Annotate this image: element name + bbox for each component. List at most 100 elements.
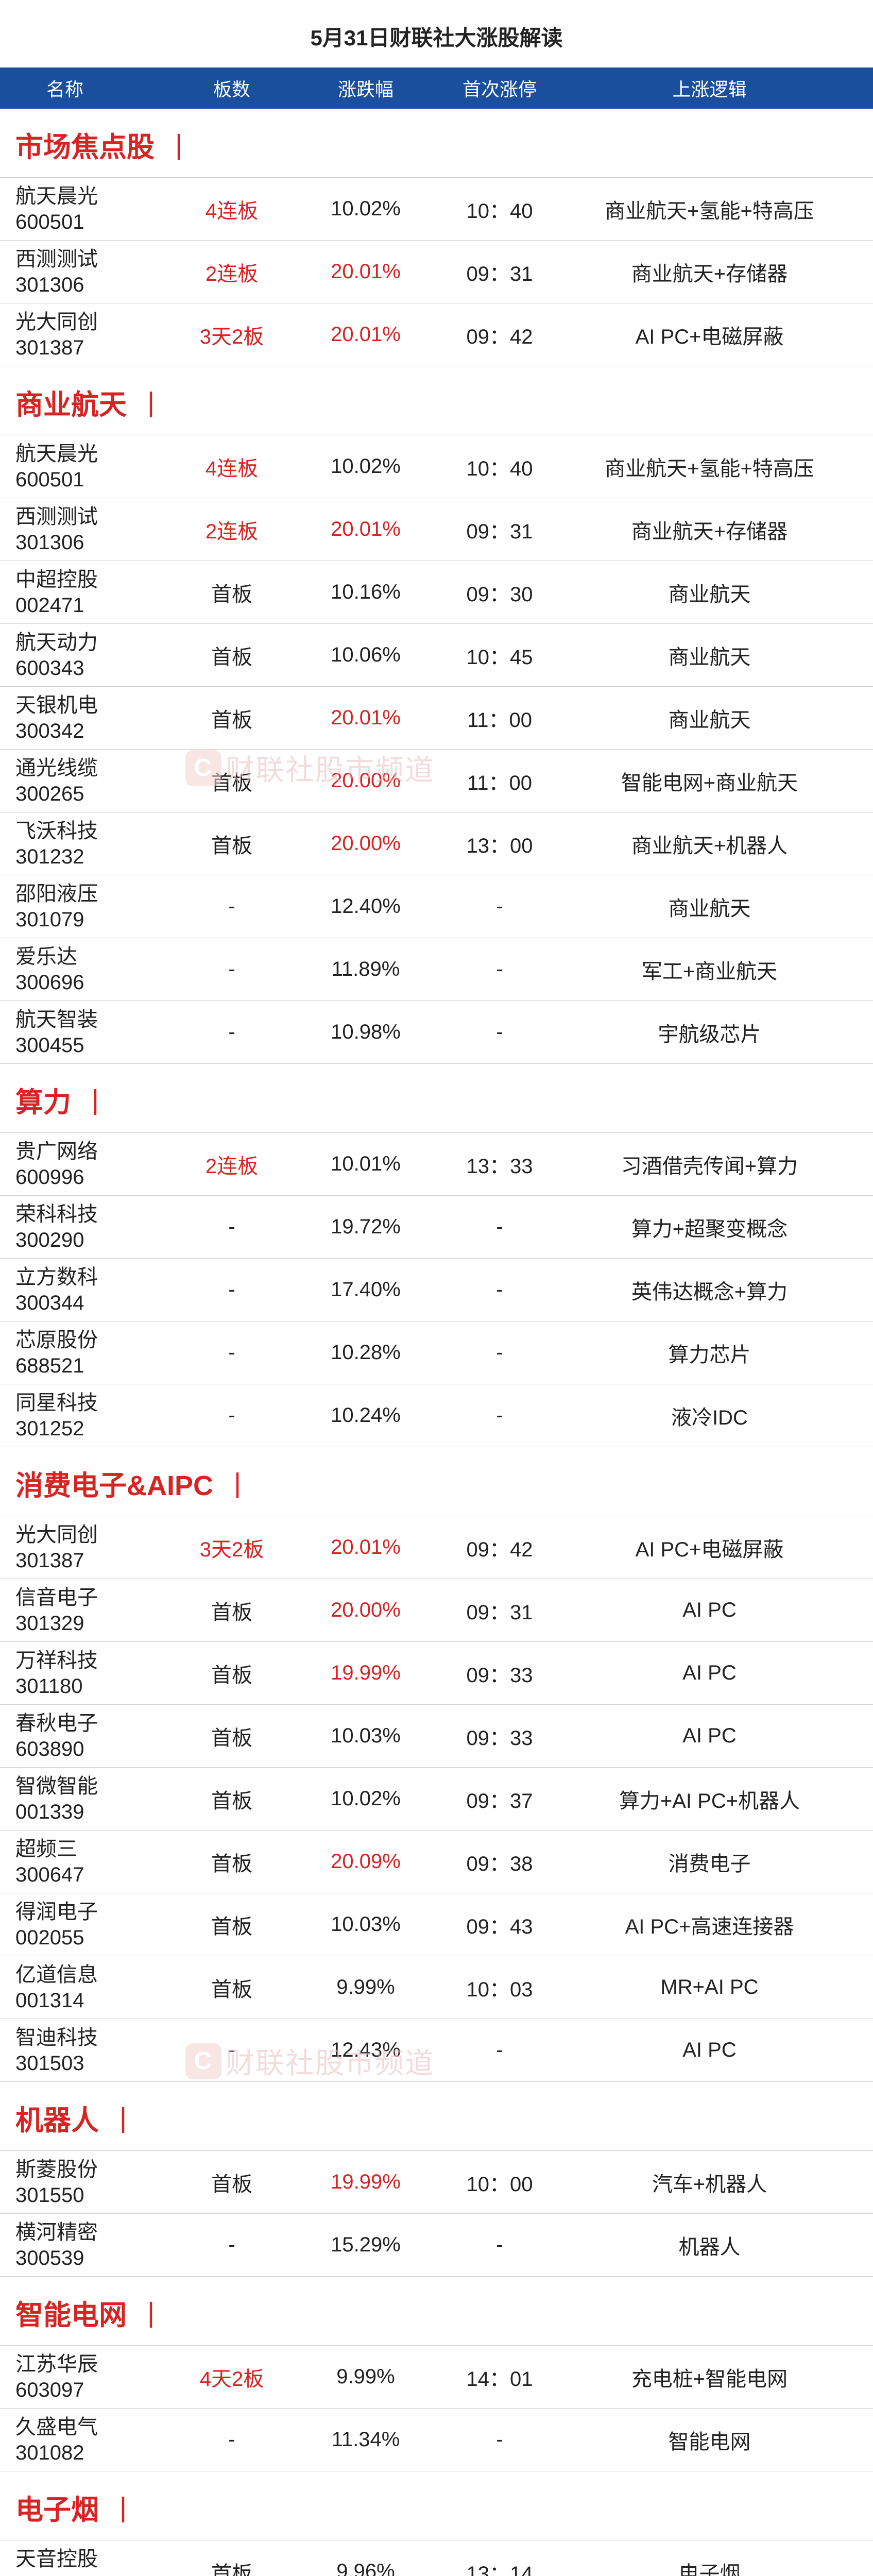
stock-cell: 智微智能001339 bbox=[0, 1773, 165, 1825]
stock-cell: 同星科技301252 bbox=[0, 1390, 165, 1442]
stock-cell: 航天智装300455 bbox=[0, 1007, 165, 1058]
change-cell: 9.99% bbox=[299, 2365, 433, 2388]
stock-cell: 斯菱股份301550 bbox=[0, 2157, 165, 2208]
header-logic: 上涨逻辑 bbox=[567, 75, 873, 101]
logic-cell: 商业航天+存储器 bbox=[567, 515, 873, 545]
logic-cell: 充电桩+智能电网 bbox=[567, 2362, 873, 2392]
board-cell: 首板 bbox=[165, 703, 299, 733]
section-title: 电子烟| bbox=[0, 2471, 873, 2540]
board-cell: 首板 bbox=[165, 1721, 299, 1751]
table-row: 智迪科技301503-12.43%-AI PC bbox=[0, 2019, 873, 2082]
stock-code: 002471 bbox=[15, 592, 165, 618]
time-cell: 13：14 bbox=[433, 2557, 567, 2576]
change-cell: 9.99% bbox=[299, 1976, 433, 1999]
section-title-text: 机器人 bbox=[15, 2097, 99, 2138]
change-cell: 15.29% bbox=[299, 2233, 433, 2257]
stock-name: 智迪科技 bbox=[15, 2025, 165, 2050]
table-row: 春秋电子603890首板10.03%09：33AI PC bbox=[0, 1705, 873, 1768]
stock-code: 301329 bbox=[15, 1611, 165, 1636]
stock-cell: 光大同创301387 bbox=[0, 1522, 165, 1573]
time-cell: 09：31 bbox=[433, 257, 567, 287]
stock-cell: 得润电子002055 bbox=[0, 1899, 165, 1951]
stock-cell: 通光线缆300265 bbox=[0, 755, 165, 807]
time-cell: 09：33 bbox=[433, 1721, 567, 1751]
board-cell: 首板 bbox=[165, 1910, 299, 1940]
logic-cell: AI PC bbox=[567, 1724, 873, 1748]
stock-code: 600501 bbox=[15, 467, 165, 493]
time-cell: 10：40 bbox=[433, 194, 567, 224]
board-cell: 4连板 bbox=[165, 452, 299, 482]
change-cell: 20.01% bbox=[299, 706, 433, 730]
time-cell: 09：31 bbox=[433, 515, 567, 545]
table-row: 航天智装300455-10.98%-宇航级芯片 bbox=[0, 1001, 873, 1064]
stock-cell: 春秋电子603890 bbox=[0, 1710, 165, 1762]
time-cell: - bbox=[433, 958, 567, 981]
time-cell: - bbox=[433, 2039, 567, 2062]
change-cell: 10.01% bbox=[299, 1153, 433, 1176]
stock-cell: 天音控股000829 bbox=[0, 2546, 165, 2576]
logic-cell: AI PC+电磁屏蔽 bbox=[567, 1533, 873, 1563]
stock-code: 001339 bbox=[15, 1799, 165, 1825]
stock-cell: 光大同创301387 bbox=[0, 309, 165, 361]
change-cell: 10.06% bbox=[299, 643, 433, 667]
stock-name: 贵广网络 bbox=[15, 1139, 165, 1164]
change-cell: 20.01% bbox=[299, 1536, 433, 1559]
change-cell: 20.01% bbox=[299, 260, 433, 283]
section-title-text: 消费电子&AIPC bbox=[15, 1463, 213, 1503]
stock-name: 信音电子 bbox=[15, 1585, 165, 1611]
board-cell: 首板 bbox=[165, 578, 299, 607]
stock-name: 久盛电气 bbox=[15, 2414, 165, 2440]
time-cell: - bbox=[433, 2428, 567, 2451]
section-title-text: 智能电网 bbox=[15, 2292, 127, 2333]
change-cell: 20.01% bbox=[299, 323, 433, 346]
stock-name: 万祥科技 bbox=[15, 1648, 165, 1673]
logic-cell: AI PC bbox=[567, 1599, 873, 1622]
board-cell: 首板 bbox=[165, 640, 299, 670]
board-cell: - bbox=[165, 1404, 299, 1427]
stock-code: 301503 bbox=[15, 2050, 165, 2076]
board-cell: 首板 bbox=[165, 1847, 299, 1877]
stock-name: 爱乐达 bbox=[15, 944, 165, 970]
section-title-text: 算力 bbox=[15, 1079, 71, 1120]
stock-name: 飞沃科技 bbox=[15, 818, 165, 844]
board-cell: - bbox=[165, 1278, 299, 1301]
stock-code: 300344 bbox=[15, 1290, 165, 1316]
board-cell: 3天2板 bbox=[165, 320, 299, 350]
stock-code: 001314 bbox=[15, 1988, 165, 2013]
logic-cell: AI PC bbox=[567, 1662, 873, 1685]
time-cell: 10：40 bbox=[433, 452, 567, 482]
stock-cell: 航天晨光600501 bbox=[0, 441, 165, 493]
section-title: 市场焦点股| bbox=[0, 109, 873, 178]
table-row: 芯原股份688521-10.28%-算力芯片 bbox=[0, 1321, 873, 1384]
logic-cell: 商业航天+存储器 bbox=[567, 257, 873, 287]
stock-code: 301232 bbox=[15, 844, 165, 870]
stock-code: 301306 bbox=[15, 530, 165, 555]
table-row: 信音电子301329首板20.00%09：31AI PC bbox=[0, 1579, 873, 1642]
stock-cell: 久盛电气301082 bbox=[0, 2414, 165, 2466]
table-row: 通光线缆300265首板20.00%11：00智能电网+商业航天 bbox=[0, 750, 873, 812]
stock-cell: 贵广网络600996 bbox=[0, 1139, 165, 1190]
logic-cell: 消费电子 bbox=[567, 1847, 873, 1877]
stock-cell: 立方数科300344 bbox=[0, 1264, 165, 1316]
time-cell: 13：33 bbox=[433, 1149, 567, 1179]
time-cell: 09：37 bbox=[433, 1784, 567, 1814]
stock-code: 002055 bbox=[15, 1925, 165, 1951]
time-cell: 09：38 bbox=[433, 1847, 567, 1877]
table-row: 同星科技301252-10.24%-液冷IDC bbox=[0, 1384, 873, 1447]
table-row: 邵阳液压301079-12.40%-商业航天 bbox=[0, 875, 873, 938]
time-cell: - bbox=[433, 1278, 567, 1301]
table-row: 西测测试3013062连板20.01%09：31商业航天+存储器 bbox=[0, 498, 873, 561]
stock-code: 301079 bbox=[15, 907, 165, 933]
change-cell: 10.98% bbox=[299, 1021, 433, 1044]
table-row: 万祥科技301180首板19.99%09：33AI PC bbox=[0, 1642, 873, 1705]
header-change: 涨跌幅 bbox=[299, 75, 433, 101]
board-cell: - bbox=[165, 2233, 299, 2257]
section-title-divider: | bbox=[119, 2492, 127, 2523]
logic-cell: 商业航天 bbox=[567, 640, 873, 670]
table-row: 贵广网络6009962连板10.01%13：33习酒借壳传闻+算力 bbox=[0, 1133, 873, 1196]
stock-name: 通光线缆 bbox=[15, 755, 165, 781]
table-header: 名称 板数 涨跌幅 首次涨停 上涨逻辑 bbox=[0, 67, 873, 109]
change-cell: 10.02% bbox=[299, 455, 433, 478]
stock-code: 300265 bbox=[15, 781, 165, 807]
table-row: 爱乐达300696-11.89%-军工+商业航天 bbox=[0, 938, 873, 1001]
